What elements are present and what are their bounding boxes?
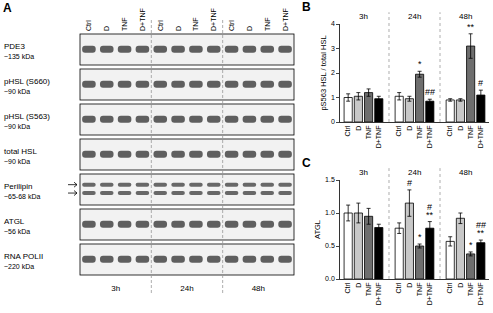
svg-text:pHSL (S563): pHSL (S563) [4,112,50,121]
svg-text:#: # [427,202,432,212]
svg-text:D: D [406,126,413,131]
svg-text:total HSL: total HSL [4,147,37,156]
svg-text:D: D [246,26,253,31]
svg-text:24h: 24h [408,12,421,21]
svg-text:##: ## [476,220,486,230]
svg-text:D+TNF: D+TNF [375,126,382,149]
svg-text:*: * [418,232,422,242]
svg-text:~90 kDa: ~90 kDa [4,158,30,165]
svg-text:*: * [418,59,422,69]
svg-text:D+TNF: D+TNF [210,8,217,31]
svg-text:1: 1 [331,94,335,101]
svg-text:TNF: TNF [467,126,474,140]
svg-text:pHSL (S660): pHSL (S660) [4,77,50,86]
svg-text:48h: 48h [252,284,265,293]
svg-text:ATGL: ATGL [4,217,25,226]
svg-text:D+TNF: D+TNF [426,126,433,149]
svg-text:~56 kDa: ~56 kDa [4,228,30,235]
svg-text:RNA POLII: RNA POLII [4,252,43,261]
svg-text:48h: 48h [459,12,472,21]
svg-text:D+TNF: D+TNF [282,8,289,31]
svg-text:##: ## [425,87,435,97]
svg-text:#: # [478,78,483,88]
svg-text:~65-68 kDa: ~65-68 kDa [4,193,40,200]
svg-text:TNF: TNF [365,126,372,140]
svg-text:D: D [355,126,362,131]
svg-text:TNF: TNF [121,17,128,31]
svg-text:TNF: TNF [192,17,199,31]
svg-text:D: D [175,26,182,31]
svg-text:**: ** [426,210,434,220]
svg-text:3h: 3h [359,12,368,21]
svg-text:24h: 24h [180,284,193,293]
svg-text:D: D [103,26,110,31]
svg-text:Ctrl: Ctrl [395,282,402,293]
svg-text:Ctrl: Ctrl [85,20,92,31]
svg-text:3h: 3h [359,168,368,177]
svg-text:Ctrl: Ctrl [157,20,164,31]
svg-text:~220 kDa: ~220 kDa [4,263,34,270]
svg-text:TNF: TNF [416,126,423,140]
svg-text:#: # [407,178,412,188]
svg-text:TNF: TNF [264,17,271,31]
svg-text:D+TNF: D+TNF [477,283,484,306]
svg-text:**: ** [467,22,475,32]
svg-text:PDE3: PDE3 [4,42,25,51]
svg-text:**: ** [477,228,485,238]
svg-text:pS563 HSL / total HSL: pS563 HSL / total HSL [319,35,328,110]
svg-text:~90 kDa: ~90 kDa [4,88,30,95]
svg-text:0: 0 [331,118,335,125]
svg-text:TNF: TNF [467,283,474,297]
svg-text:A: A [3,1,12,15]
svg-text:3: 3 [331,45,335,52]
svg-text:0.0: 0.0 [325,275,335,282]
svg-text:Ctrl: Ctrl [344,125,351,136]
svg-text:1.0: 1.0 [325,209,335,216]
svg-text:D+TNF: D+TNF [426,283,433,306]
svg-text:0.5: 0.5 [325,242,335,249]
svg-text:TNF: TNF [365,283,372,297]
svg-text:Ctrl: Ctrl [446,125,453,136]
svg-text:D+TNF: D+TNF [375,283,382,306]
svg-text:Ctrl: Ctrl [395,125,402,136]
svg-text:*: * [469,240,473,250]
html-text:C: C [302,156,311,170]
svg-text:~135 kDa: ~135 kDa [4,53,34,60]
svg-text:Ctrl: Ctrl [344,282,351,293]
svg-text:24h: 24h [408,168,421,177]
svg-text:~90 kDa: ~90 kDa [4,123,30,130]
svg-text:2: 2 [331,69,335,76]
svg-text:D: D [355,283,362,288]
svg-text:TNF: TNF [416,283,423,297]
svg-text:D+TNF: D+TNF [477,126,484,149]
svg-text:Perilipin: Perilipin [4,182,32,191]
svg-text:Ctrl: Ctrl [446,282,453,293]
svg-text:Ctrl: Ctrl [228,20,235,31]
svg-text:1.5: 1.5 [325,176,335,183]
html-text:B: B [302,0,311,14]
svg-text:D: D [457,126,464,131]
svg-text:48h: 48h [459,168,472,177]
svg-text:4: 4 [331,20,335,27]
svg-text:D: D [406,283,413,288]
svg-text:D+TNF: D+TNF [139,8,146,31]
svg-text:D: D [457,283,464,288]
svg-text:3h: 3h [111,284,120,293]
svg-text:ATGL: ATGL [313,220,322,239]
